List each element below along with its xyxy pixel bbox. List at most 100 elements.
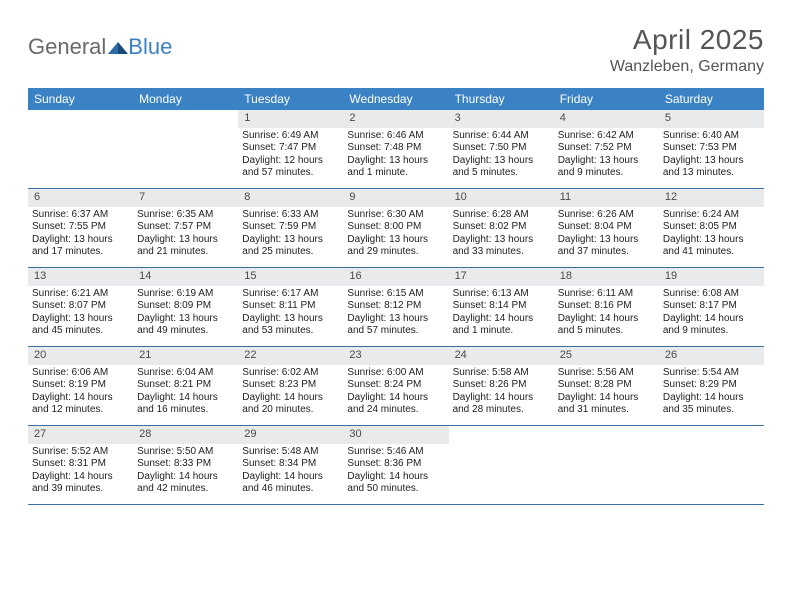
day-daylight1: Daylight: 13 hours xyxy=(558,234,655,247)
day-number: 27 xyxy=(28,426,133,444)
day-sunset: Sunset: 8:31 PM xyxy=(32,458,129,471)
calendar-body: 1Sunrise: 6:49 AMSunset: 7:47 PMDaylight… xyxy=(28,110,764,505)
day-cell: 24Sunrise: 5:58 AMSunset: 8:26 PMDayligh… xyxy=(449,347,554,425)
day-sunset: Sunset: 7:50 PM xyxy=(453,142,550,155)
logo-text-blue: Blue xyxy=(128,34,172,60)
day-cell: 29Sunrise: 5:48 AMSunset: 8:34 PMDayligh… xyxy=(238,426,343,504)
day-daylight1: Daylight: 14 hours xyxy=(453,313,550,326)
weekday-header: Sunday xyxy=(28,88,133,110)
day-sunrise: Sunrise: 6:49 AM xyxy=(242,130,339,143)
calendar-page: General Blue April 2025 Wanzleben, Germa… xyxy=(0,0,792,529)
day-cell: 2Sunrise: 6:46 AMSunset: 7:48 PMDaylight… xyxy=(343,110,448,188)
day-number: 4 xyxy=(554,110,659,128)
day-daylight1: Daylight: 14 hours xyxy=(347,471,444,484)
day-daylight1: Daylight: 13 hours xyxy=(242,313,339,326)
day-daylight1: Daylight: 13 hours xyxy=(347,313,444,326)
day-sunset: Sunset: 8:26 PM xyxy=(453,379,550,392)
day-sunset: Sunset: 8:14 PM xyxy=(453,300,550,313)
day-number: 25 xyxy=(554,347,659,365)
day-cell: 9Sunrise: 6:30 AMSunset: 8:00 PMDaylight… xyxy=(343,189,448,267)
day-daylight2: and 24 minutes. xyxy=(347,404,444,417)
day-daylight1: Daylight: 13 hours xyxy=(347,234,444,247)
day-sunset: Sunset: 8:23 PM xyxy=(242,379,339,392)
day-daylight1: Daylight: 14 hours xyxy=(32,392,129,405)
day-number: 1 xyxy=(238,110,343,128)
day-daylight1: Daylight: 14 hours xyxy=(558,392,655,405)
day-number: 16 xyxy=(343,268,448,286)
day-number: 10 xyxy=(449,189,554,207)
day-sunset: Sunset: 7:52 PM xyxy=(558,142,655,155)
day-sunrise: Sunrise: 5:54 AM xyxy=(663,367,760,380)
day-daylight2: and 12 minutes. xyxy=(32,404,129,417)
logo-mark-icon xyxy=(108,40,128,54)
day-daylight2: and 57 minutes. xyxy=(347,325,444,338)
logo: General Blue xyxy=(28,24,172,60)
day-sunrise: Sunrise: 6:11 AM xyxy=(558,288,655,301)
day-sunrise: Sunrise: 6:19 AM xyxy=(137,288,234,301)
day-sunrise: Sunrise: 6:40 AM xyxy=(663,130,760,143)
day-cell: 10Sunrise: 6:28 AMSunset: 8:02 PMDayligh… xyxy=(449,189,554,267)
day-cell: 21Sunrise: 6:04 AMSunset: 8:21 PMDayligh… xyxy=(133,347,238,425)
day-daylight1: Daylight: 13 hours xyxy=(663,234,760,247)
day-sunset: Sunset: 8:17 PM xyxy=(663,300,760,313)
day-cell: 18Sunrise: 6:11 AMSunset: 8:16 PMDayligh… xyxy=(554,268,659,346)
day-cell: 6Sunrise: 6:37 AMSunset: 7:55 PMDaylight… xyxy=(28,189,133,267)
week-row: 27Sunrise: 5:52 AMSunset: 8:31 PMDayligh… xyxy=(28,426,764,505)
day-sunset: Sunset: 8:21 PM xyxy=(137,379,234,392)
day-sunset: Sunset: 8:16 PM xyxy=(558,300,655,313)
calendar: SundayMondayTuesdayWednesdayThursdayFrid… xyxy=(28,88,764,505)
day-sunrise: Sunrise: 5:46 AM xyxy=(347,446,444,459)
day-sunrise: Sunrise: 6:17 AM xyxy=(242,288,339,301)
day-sunrise: Sunrise: 6:08 AM xyxy=(663,288,760,301)
day-number: 23 xyxy=(343,347,448,365)
day-daylight1: Daylight: 14 hours xyxy=(137,471,234,484)
day-sunrise: Sunrise: 5:58 AM xyxy=(453,367,550,380)
day-sunrise: Sunrise: 6:00 AM xyxy=(347,367,444,380)
day-daylight1: Daylight: 14 hours xyxy=(242,471,339,484)
day-daylight2: and 9 minutes. xyxy=(663,325,760,338)
day-daylight2: and 53 minutes. xyxy=(242,325,339,338)
day-daylight1: Daylight: 13 hours xyxy=(32,234,129,247)
day-sunset: Sunset: 8:07 PM xyxy=(32,300,129,313)
day-sunset: Sunset: 7:48 PM xyxy=(347,142,444,155)
day-cell-empty xyxy=(28,110,133,188)
day-sunrise: Sunrise: 6:46 AM xyxy=(347,130,444,143)
day-cell: 19Sunrise: 6:08 AMSunset: 8:17 PMDayligh… xyxy=(659,268,764,346)
weekday-header: Friday xyxy=(554,88,659,110)
day-sunrise: Sunrise: 6:26 AM xyxy=(558,209,655,222)
day-cell: 26Sunrise: 5:54 AMSunset: 8:29 PMDayligh… xyxy=(659,347,764,425)
day-cell: 17Sunrise: 6:13 AMSunset: 8:14 PMDayligh… xyxy=(449,268,554,346)
day-daylight2: and 20 minutes. xyxy=(242,404,339,417)
day-sunrise: Sunrise: 6:04 AM xyxy=(137,367,234,380)
day-sunset: Sunset: 8:33 PM xyxy=(137,458,234,471)
day-number: 29 xyxy=(238,426,343,444)
day-sunrise: Sunrise: 6:44 AM xyxy=(453,130,550,143)
day-number: 7 xyxy=(133,189,238,207)
day-daylight2: and 25 minutes. xyxy=(242,246,339,259)
day-cell-empty xyxy=(554,426,659,504)
day-cell-empty xyxy=(133,110,238,188)
day-sunrise: Sunrise: 6:06 AM xyxy=(32,367,129,380)
day-cell: 28Sunrise: 5:50 AMSunset: 8:33 PMDayligh… xyxy=(133,426,238,504)
day-daylight2: and 5 minutes. xyxy=(558,325,655,338)
day-sunset: Sunset: 8:02 PM xyxy=(453,221,550,234)
day-number: 9 xyxy=(343,189,448,207)
day-daylight1: Daylight: 13 hours xyxy=(32,313,129,326)
day-daylight2: and 50 minutes. xyxy=(347,483,444,496)
day-cell: 27Sunrise: 5:52 AMSunset: 8:31 PMDayligh… xyxy=(28,426,133,504)
day-sunrise: Sunrise: 6:35 AM xyxy=(137,209,234,222)
day-daylight1: Daylight: 13 hours xyxy=(242,234,339,247)
day-cell: 16Sunrise: 6:15 AMSunset: 8:12 PMDayligh… xyxy=(343,268,448,346)
day-sunset: Sunset: 8:28 PM xyxy=(558,379,655,392)
day-daylight2: and 28 minutes. xyxy=(453,404,550,417)
day-cell: 12Sunrise: 6:24 AMSunset: 8:05 PMDayligh… xyxy=(659,189,764,267)
day-sunrise: Sunrise: 6:13 AM xyxy=(453,288,550,301)
day-sunrise: Sunrise: 5:50 AM xyxy=(137,446,234,459)
day-number: 2 xyxy=(343,110,448,128)
day-daylight2: and 33 minutes. xyxy=(453,246,550,259)
day-daylight2: and 1 minute. xyxy=(347,167,444,180)
day-sunrise: Sunrise: 6:21 AM xyxy=(32,288,129,301)
day-daylight1: Daylight: 14 hours xyxy=(663,313,760,326)
day-cell: 5Sunrise: 6:40 AMSunset: 7:53 PMDaylight… xyxy=(659,110,764,188)
day-sunrise: Sunrise: 6:42 AM xyxy=(558,130,655,143)
